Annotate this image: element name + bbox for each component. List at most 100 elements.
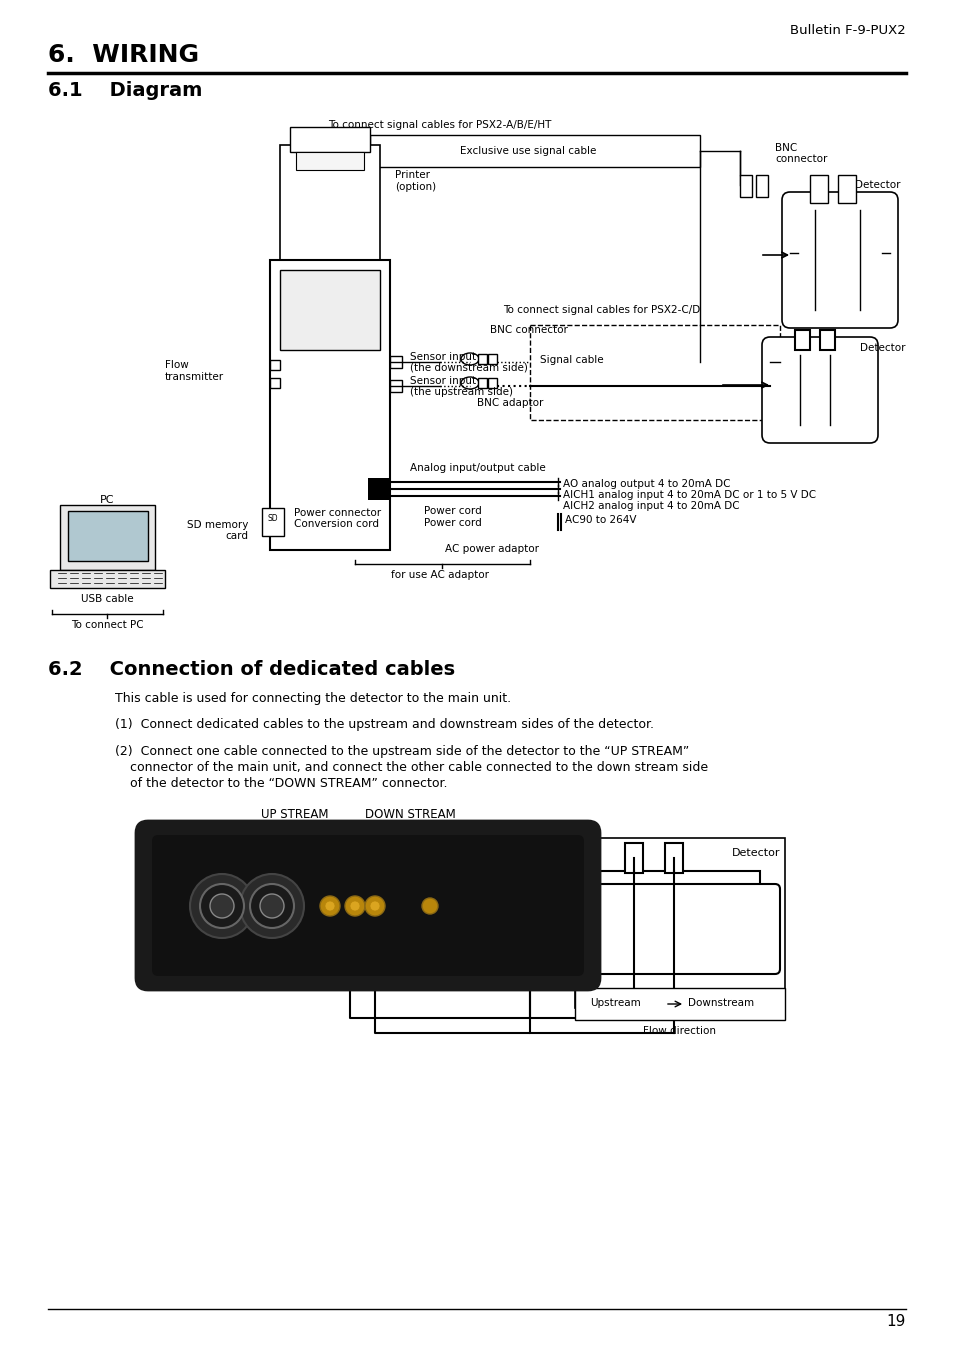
Text: SD memory: SD memory [187,520,248,530]
Circle shape [319,430,339,450]
Text: AC power adaptor: AC power adaptor [444,544,538,554]
Text: Upstream: Upstream [589,998,640,1008]
Text: Analog input/output cable: Analog input/output cable [410,463,545,473]
Bar [575,838,784,1008]
Circle shape [345,896,365,916]
Text: Sensor input: Sensor input [410,376,476,386]
Bar [837,176,855,203]
FancyBboxPatch shape [781,192,897,328]
Text: Detector: Detector [854,180,900,190]
Text: BNC adaptor: BNC adaptor [476,399,542,408]
Bar [295,153,364,170]
Text: This cable is used for connecting the detector to the main unit.: This cable is used for connecting the de… [115,692,511,705]
Text: SD: SD [268,513,278,523]
Circle shape [421,898,437,915]
Circle shape [350,901,359,911]
Text: Signal cable: Signal cable [539,355,603,365]
Bar [390,380,401,392]
Bar [68,511,148,561]
Text: Bulletin F-9-PUX2: Bulletin F-9-PUX2 [789,23,905,36]
Circle shape [190,874,253,938]
Text: Conversion cord: Conversion cord [294,519,378,530]
Bar [488,354,497,363]
Circle shape [260,894,284,917]
Text: BNC connector: BNC connector [490,326,567,335]
Bar [290,127,370,153]
Text: Sensor input: Sensor input [410,353,476,362]
Bar [755,176,767,197]
Text: (the downstream side): (the downstream side) [410,363,527,373]
Text: AICH1 analog input 4 to 20mA DC or 1 to 5 V DC: AICH1 analog input 4 to 20mA DC or 1 to … [562,490,815,500]
Text: 19: 19 [885,1313,905,1328]
Text: Exclusive use signal cable: Exclusive use signal cable [459,146,596,155]
Text: To connect signal cables for PSX2-C/D: To connect signal cables for PSX2-C/D [502,305,700,315]
Text: 6.1    Diagram: 6.1 Diagram [48,81,202,100]
Bar [488,378,497,388]
Text: DOWN STREAM: DOWN STREAM [364,808,455,821]
Bar [262,508,284,536]
Circle shape [250,884,294,928]
FancyBboxPatch shape [579,884,780,974]
Circle shape [294,435,305,444]
Circle shape [325,901,335,911]
Text: of the detector to the “DOWN STREAM” connector.: of the detector to the “DOWN STREAM” con… [130,777,447,790]
Text: Detector: Detector [859,343,904,353]
Text: connector: connector [774,154,826,163]
Bar [390,357,401,367]
Circle shape [310,409,319,419]
Bar [419,509,484,540]
Text: To connect signal cables for PSX2-A/B/E/HT: To connect signal cables for PSX2-A/B/E/… [328,120,551,130]
Bar [530,326,780,420]
Circle shape [310,461,319,471]
Bar [477,354,486,363]
Bar [820,330,834,350]
Text: card: card [225,531,248,540]
Bar [270,378,280,388]
FancyBboxPatch shape [136,821,599,990]
Circle shape [200,884,244,928]
Text: 6.2    Connection of dedicated cables: 6.2 Connection of dedicated cables [48,661,455,680]
Bar [809,176,827,203]
Text: PC: PC [100,494,114,505]
Text: Power cord: Power cord [424,517,481,528]
Text: (1)  Connect dedicated cables to the upstream and downstream sides of the detect: (1) Connect dedicated cables to the upst… [115,717,654,731]
Bar [270,259,390,550]
Text: To connect PC: To connect PC [71,620,143,630]
Text: UP STREAM: UP STREAM [261,808,329,821]
Text: Power connector: Power connector [294,508,381,517]
Bar [477,378,486,388]
Text: for use AC adaptor: for use AC adaptor [391,570,489,580]
Text: Power cord: Power cord [424,507,481,516]
Text: (the upstream side): (the upstream side) [410,386,513,397]
Bar [624,843,642,873]
Text: (option): (option) [395,182,436,192]
Text: AO analog output 4 to 20mA DC: AO analog output 4 to 20mA DC [562,480,730,489]
Circle shape [339,461,350,471]
Text: Detector: Detector [731,848,780,858]
FancyBboxPatch shape [761,336,877,443]
Bar [664,843,682,873]
Text: BNC: BNC [774,143,797,153]
Text: AC90 to 264V: AC90 to 264V [564,515,636,526]
Circle shape [240,874,304,938]
Circle shape [355,435,365,444]
Bar [599,871,760,889]
Bar [280,270,379,350]
Bar [50,570,165,588]
Text: Flow direction: Flow direction [643,1025,716,1036]
Text: Downstream: Downstream [687,998,753,1008]
Text: USB cable: USB cable [81,594,133,604]
Text: (2)  Connect one cable connected to the upstream side of the detector to the “UP: (2) Connect one cable connected to the u… [115,744,688,758]
Bar [280,145,379,259]
Bar [740,176,751,197]
Text: Flow: Flow [165,359,189,370]
FancyBboxPatch shape [152,835,583,975]
Bar [575,988,784,1020]
Text: transmitter: transmitter [165,372,224,382]
Circle shape [370,901,379,911]
Text: 6.  WIRING: 6. WIRING [48,43,199,68]
Bar [60,505,154,570]
Bar [368,478,390,500]
Bar [270,359,280,370]
Text: connector of the main unit, and connect the other cable connected to the down st: connector of the main unit, and connect … [130,761,707,774]
